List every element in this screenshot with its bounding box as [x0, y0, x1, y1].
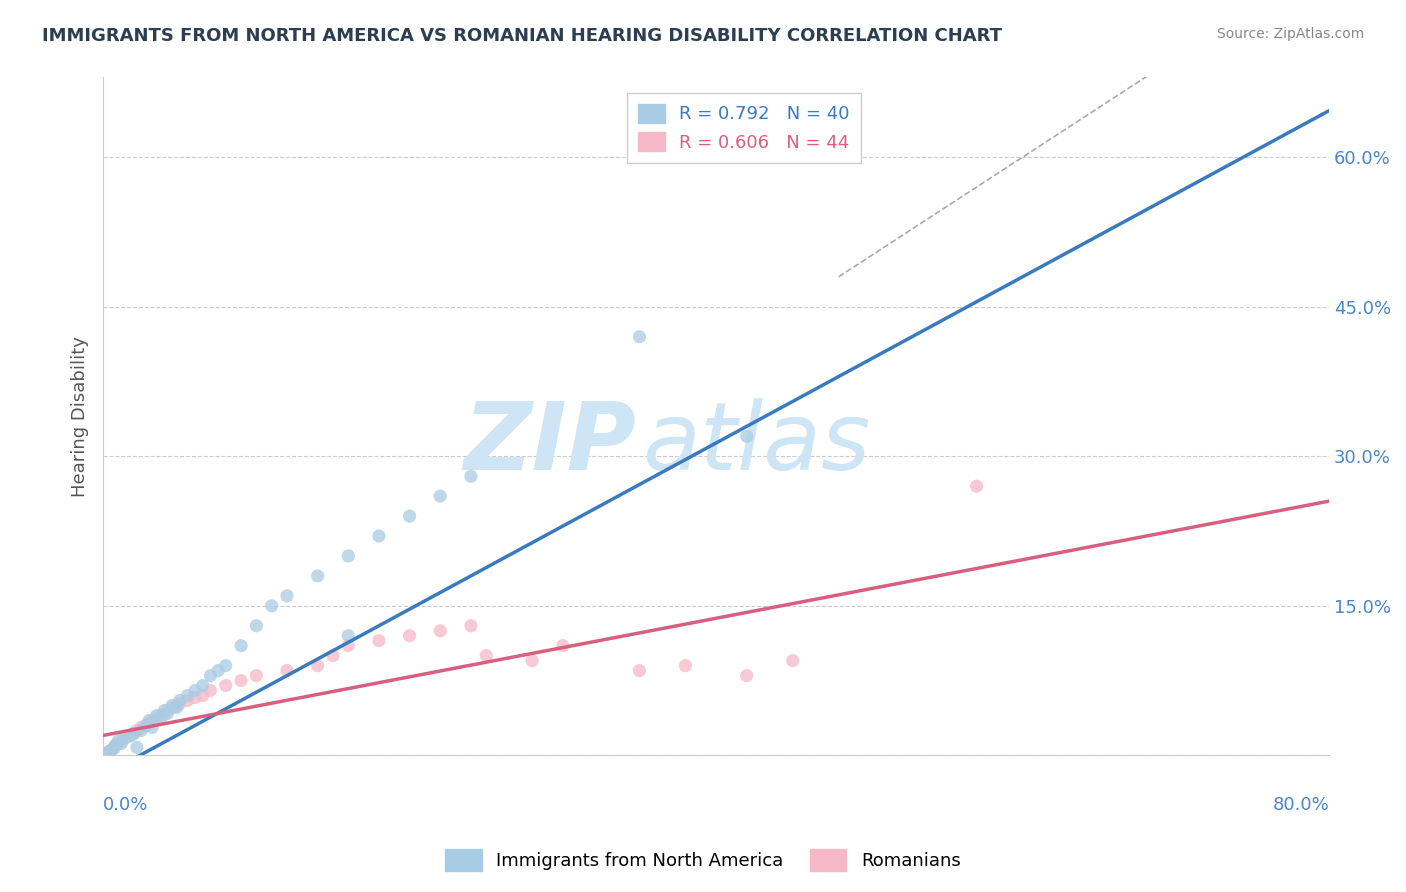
Point — [245, 619, 267, 633]
Point — [245, 668, 267, 682]
Legend: R = 0.792   N = 40, R = 0.606   N = 44: R = 0.792 N = 40, R = 0.606 N = 44 — [627, 94, 860, 162]
Point — [103, 741, 125, 756]
Point — [337, 629, 360, 643]
Point — [337, 639, 360, 653]
Point — [100, 743, 122, 757]
Point — [229, 639, 252, 653]
Point — [138, 716, 160, 731]
Point — [735, 668, 758, 682]
Point — [135, 718, 157, 732]
Text: 0.0%: 0.0% — [103, 796, 149, 814]
Point — [100, 743, 122, 757]
Point — [200, 668, 222, 682]
Point — [131, 721, 153, 735]
Point — [97, 745, 120, 759]
Point — [125, 723, 148, 738]
Point — [398, 509, 420, 524]
Point — [307, 658, 329, 673]
Point — [551, 639, 574, 653]
Point — [107, 733, 129, 747]
Point — [103, 741, 125, 756]
Point — [215, 658, 238, 673]
Point — [460, 469, 482, 483]
Point — [120, 728, 142, 742]
Point — [782, 654, 804, 668]
Point — [97, 745, 120, 759]
Point — [160, 698, 183, 713]
Point — [368, 633, 391, 648]
Text: ZIP: ZIP — [464, 398, 637, 490]
Point — [169, 693, 191, 707]
Point — [735, 429, 758, 443]
Point — [169, 697, 191, 711]
Point — [141, 714, 163, 728]
Text: 80.0%: 80.0% — [1272, 796, 1329, 814]
Point — [429, 489, 451, 503]
Point — [110, 736, 132, 750]
Point — [322, 648, 344, 663]
Point — [166, 700, 188, 714]
Point — [150, 710, 173, 724]
Point — [122, 726, 145, 740]
Point — [104, 739, 127, 753]
Point — [156, 704, 179, 718]
Point — [145, 708, 167, 723]
Text: Source: ZipAtlas.com: Source: ZipAtlas.com — [1216, 27, 1364, 41]
Point — [122, 726, 145, 740]
Point — [628, 664, 651, 678]
Point — [276, 664, 298, 678]
Point — [176, 689, 198, 703]
Point — [145, 710, 167, 724]
Point — [131, 723, 153, 738]
Point — [191, 679, 214, 693]
Text: atlas: atlas — [643, 398, 870, 489]
Point — [966, 479, 988, 493]
Point — [628, 329, 651, 343]
Point — [160, 700, 183, 714]
Point — [107, 736, 129, 750]
Point — [460, 619, 482, 633]
Legend: Immigrants from North America, Romanians: Immigrants from North America, Romanians — [439, 842, 967, 879]
Point — [120, 728, 142, 742]
Point — [184, 683, 207, 698]
Point — [153, 704, 176, 718]
Point — [135, 718, 157, 732]
Text: IMMIGRANTS FROM NORTH AMERICA VS ROMANIAN HEARING DISABILITY CORRELATION CHART: IMMIGRANTS FROM NORTH AMERICA VS ROMANIA… — [42, 27, 1002, 45]
Point — [138, 714, 160, 728]
Point — [276, 589, 298, 603]
Point — [150, 708, 173, 723]
Point — [110, 733, 132, 747]
Point — [141, 721, 163, 735]
Point — [229, 673, 252, 688]
Point — [673, 658, 696, 673]
Point — [368, 529, 391, 543]
Point — [429, 624, 451, 638]
Point — [176, 693, 198, 707]
Point — [156, 706, 179, 721]
Point — [215, 679, 238, 693]
Point — [153, 706, 176, 721]
Point — [125, 740, 148, 755]
Point — [115, 731, 138, 745]
Point — [207, 664, 229, 678]
Point — [200, 683, 222, 698]
Point — [184, 690, 207, 705]
Point — [115, 731, 138, 745]
Point — [166, 698, 188, 713]
Point — [398, 629, 420, 643]
Y-axis label: Hearing Disability: Hearing Disability — [72, 336, 89, 497]
Point — [475, 648, 498, 663]
Point — [307, 569, 329, 583]
Point — [337, 549, 360, 563]
Point — [522, 654, 544, 668]
Point — [191, 689, 214, 703]
Point — [260, 599, 283, 613]
Point — [104, 739, 127, 753]
